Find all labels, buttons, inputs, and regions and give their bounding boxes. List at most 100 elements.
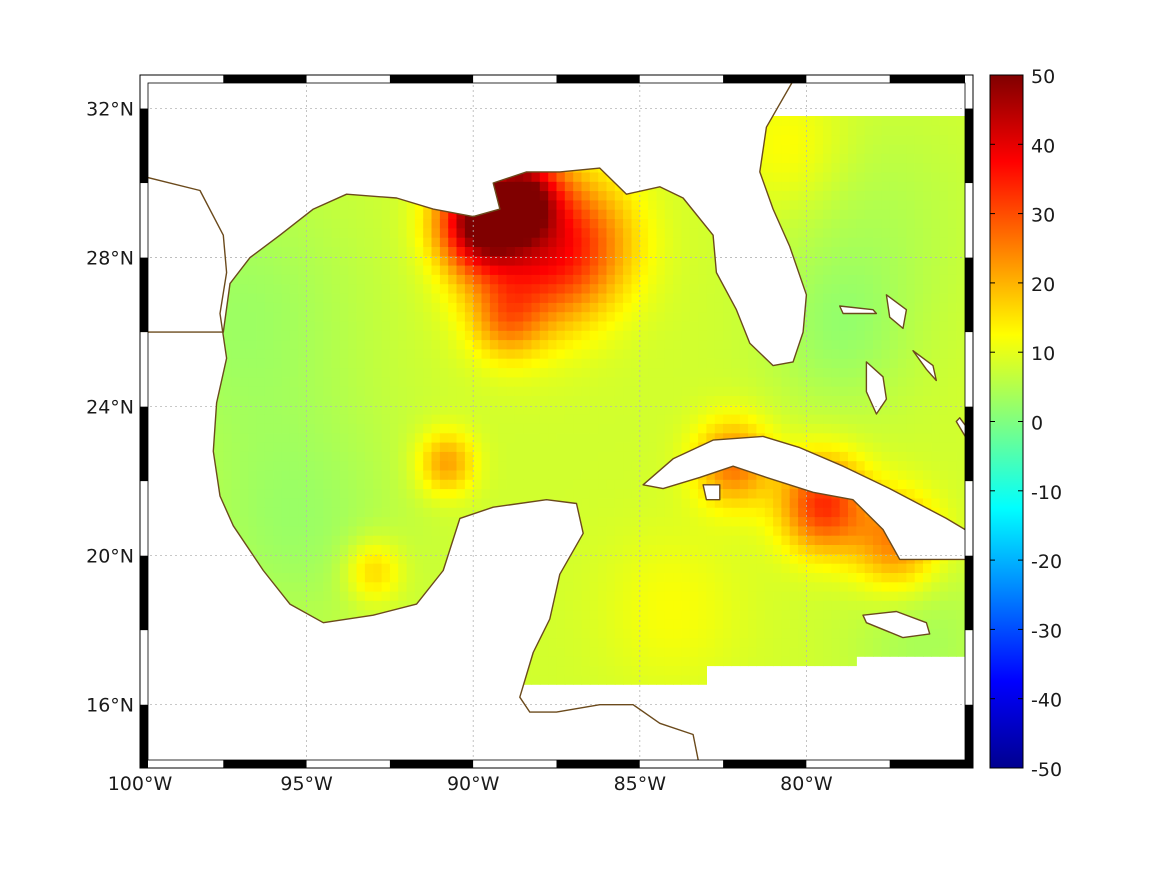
field-cell: [623, 628, 632, 639]
field-cell: [356, 339, 366, 350]
field-cell: [448, 302, 458, 313]
field-cell: [681, 674, 691, 685]
field-cell: [614, 637, 624, 648]
field-cell: [764, 181, 774, 192]
field-cell: [706, 320, 716, 331]
field-cell: [306, 376, 316, 387]
field-cell: [773, 637, 782, 648]
field-cell: [589, 674, 599, 685]
field-cell: [864, 628, 874, 639]
field-cell: [789, 209, 799, 219]
field-cell: [689, 572, 699, 583]
field-cell: [714, 581, 724, 592]
field-cell: [431, 488, 441, 499]
field-cell: [548, 674, 558, 685]
field-cell: [589, 330, 599, 341]
field-cell: [831, 255, 841, 266]
field-cell: [698, 646, 707, 657]
field-cell: [598, 339, 608, 350]
field-cell: [523, 320, 533, 331]
field-cell: [714, 600, 724, 611]
field-cell: [848, 125, 857, 136]
field-cell: [448, 293, 458, 303]
field-cell: [498, 209, 508, 219]
field-cell: [681, 209, 691, 219]
field-cell: [256, 274, 266, 285]
field-cell: [673, 367, 682, 378]
field-cell: [373, 469, 383, 480]
field-cell: [539, 395, 549, 406]
field-cell: [606, 628, 616, 639]
field-cell: [331, 386, 341, 396]
field-cell: [481, 293, 491, 303]
field-cell: [864, 553, 874, 564]
field-cell: [506, 497, 516, 508]
field-cell: [564, 358, 574, 369]
field-cell: [573, 656, 583, 667]
field-cell: [781, 227, 791, 238]
field-cell: [348, 227, 358, 238]
field-cell: [889, 404, 899, 415]
field-cell: [673, 656, 682, 667]
field-cell: [381, 199, 391, 210]
field-cell: [648, 619, 657, 629]
field-cell: [564, 302, 574, 313]
field-cell: [323, 432, 333, 443]
field-cell: [373, 311, 383, 322]
field-cell: [614, 665, 624, 676]
field-cell: [539, 376, 549, 387]
field-cell: [314, 302, 324, 313]
field-cell: [423, 255, 433, 266]
field-cell: [431, 274, 441, 285]
field-cell: [373, 451, 383, 462]
field-cell: [348, 255, 358, 266]
field-cell: [681, 386, 691, 396]
field-cell: [589, 209, 599, 219]
field-cell: [331, 469, 341, 480]
field-cell: [339, 302, 349, 313]
field-cell: [756, 628, 766, 639]
field-cell: [648, 451, 657, 462]
field-cell: [598, 423, 608, 434]
field-cell: [798, 488, 807, 499]
field-cell: [606, 330, 616, 341]
field-cell: [773, 162, 782, 173]
field-cell: [481, 320, 491, 331]
field-cell: [581, 358, 591, 369]
field-cell: [331, 283, 341, 294]
field-cell: [781, 171, 791, 182]
field-cell: [798, 516, 807, 527]
field-cell: [256, 320, 266, 331]
field-cell: [381, 330, 391, 341]
field-cell: [831, 171, 841, 182]
field-cell: [606, 665, 616, 676]
field-cell: [339, 479, 349, 490]
field-cell: [723, 302, 732, 313]
field-cell: [573, 646, 583, 657]
field-cell: [631, 656, 641, 667]
field-cell: [606, 600, 616, 611]
field-cell: [623, 637, 632, 648]
field-cell: [314, 348, 324, 359]
field-cell: [356, 265, 366, 275]
field-cell: [564, 227, 574, 238]
field-cell: [639, 535, 649, 545]
field-cell: [289, 330, 299, 341]
field-cell: [689, 553, 699, 564]
field-cell: [781, 544, 791, 555]
field-cell: [806, 572, 816, 583]
field-cell: [839, 386, 849, 396]
field-cell: [873, 432, 882, 443]
field-cell: [756, 488, 766, 499]
field-cell: [873, 423, 882, 434]
field-cell: [398, 600, 408, 611]
field-cell: [423, 395, 433, 406]
field-cell: [439, 395, 449, 406]
field-cell: [448, 255, 458, 266]
field-cell: [873, 199, 882, 210]
field-cell: [431, 218, 441, 229]
field-cell: [223, 348, 233, 359]
field-cell: [731, 619, 741, 629]
field-cell: [656, 460, 666, 471]
field-cell: [864, 591, 874, 601]
